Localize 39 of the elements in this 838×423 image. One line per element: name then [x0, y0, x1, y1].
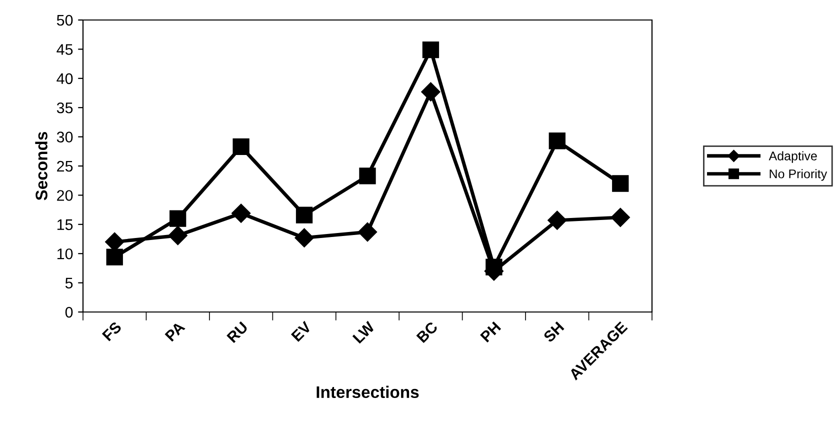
point [421, 82, 440, 102]
point [612, 175, 629, 192]
y-tick-label: 10 [57, 248, 73, 260]
y-tick-label: 5 [65, 278, 73, 288]
x-tick-label: LW [352, 320, 376, 344]
point [358, 222, 378, 242]
y-tick-label: 35 [56, 102, 73, 114]
x-tick-label: BC [416, 320, 438, 344]
legend-label: No Priority [770, 169, 828, 181]
x-tick-label: EV [290, 320, 312, 342]
y-tick-label: 50 [56, 14, 73, 26]
point [296, 206, 313, 224]
y-tick-label: 45 [56, 44, 73, 55]
x-axis-title: Intersections [316, 386, 419, 398]
y-tick-label: 30 [56, 132, 73, 142]
point [232, 138, 250, 156]
y-tick-label: 0 [65, 306, 73, 318]
x-tick-label: SH [542, 321, 564, 343]
point [106, 248, 123, 266]
point [232, 204, 251, 223]
point [359, 168, 376, 184]
point [548, 132, 566, 150]
point [610, 208, 630, 227]
point [548, 210, 567, 230]
y-axis-title: Seconds [35, 132, 48, 200]
y-tick-label: 40 [56, 73, 73, 84]
x-tick-label: RU [226, 321, 248, 344]
legend-label: Adaptive [768, 151, 817, 163]
x-tick-label: PA [164, 321, 186, 342]
point [168, 226, 188, 246]
y-tick-label: 25 [57, 160, 73, 172]
x-tick-label: FS [102, 321, 122, 342]
point [422, 41, 440, 58]
point [294, 228, 314, 248]
point [486, 258, 502, 276]
y-tick-label: 20 [57, 190, 73, 201]
x-tick-label: PH [480, 321, 502, 342]
y-tick-label: 15 [57, 219, 73, 230]
point [170, 210, 186, 227]
